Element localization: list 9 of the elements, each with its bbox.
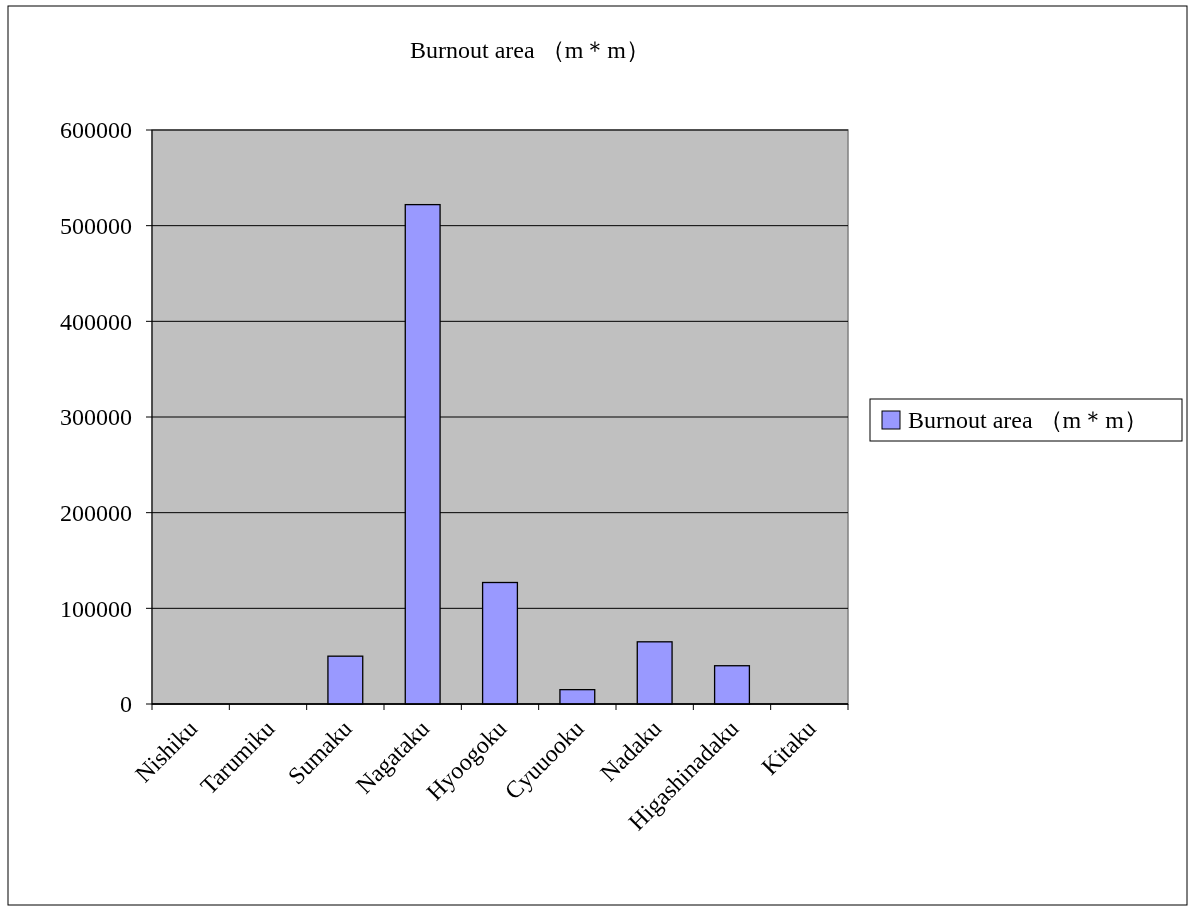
y-tick-label: 0 [120,691,132,718]
y-tick-label: 100000 [60,595,132,622]
chart-title: Burnout area （m＊m） [410,37,650,63]
legend-label: Burnout area （m＊m） [908,407,1148,434]
y-tick-label: 300000 [60,404,132,431]
y-tick-label: 600000 [60,117,132,144]
y-tick-label: 400000 [60,308,132,335]
y-tick-label: 200000 [60,500,132,527]
y-tick-label: 500000 [60,213,132,240]
